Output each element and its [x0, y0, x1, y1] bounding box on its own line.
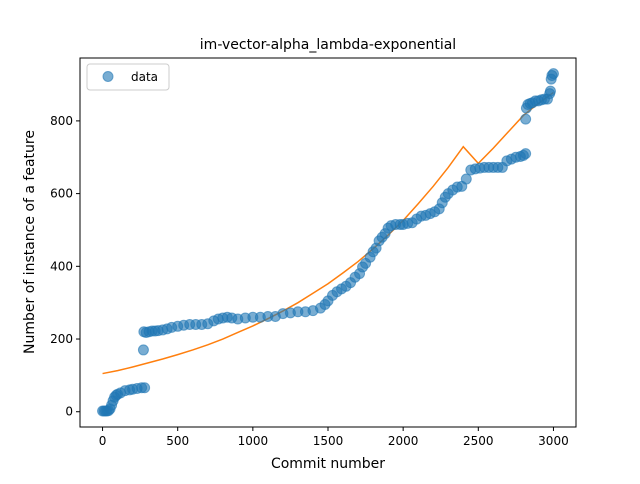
y-tick-label: 400	[50, 259, 73, 273]
data-point	[520, 113, 532, 125]
chart-title: im-vector-alpha_lambda-exponential	[200, 37, 456, 53]
x-tick-label: 3000	[538, 434, 569, 448]
data-point	[460, 173, 472, 185]
legend-box	[86, 63, 170, 91]
data-point	[520, 148, 532, 160]
legend-label: data	[131, 70, 158, 84]
x-tick-label: 0	[99, 434, 107, 448]
data-point	[544, 85, 556, 97]
y-tick-label: 600	[50, 187, 73, 201]
x-tick-label: 500	[166, 434, 189, 448]
y-axis-label: Number of instance of a feature	[22, 130, 38, 354]
data-point	[137, 344, 149, 356]
x-axis-label: Commit number	[271, 456, 385, 472]
x-tick-label: 1000	[238, 434, 269, 448]
y-tick-label: 800	[50, 114, 73, 128]
x-tick-label: 2500	[463, 434, 494, 448]
points-layer	[97, 68, 559, 417]
data-point	[547, 68, 559, 80]
y-tick-label: 200	[50, 332, 73, 346]
legend-marker	[102, 71, 114, 82]
x-ticks: 0 500 1000 1500 2000 2500 3000	[99, 427, 569, 448]
data-point	[139, 382, 151, 394]
x-tick-label: 1500	[313, 434, 344, 448]
y-ticks: 0 200 400 600 800	[50, 114, 80, 419]
x-tick-label: 2000	[388, 434, 419, 448]
y-tick-label: 0	[65, 405, 73, 419]
legend: data	[86, 63, 170, 91]
